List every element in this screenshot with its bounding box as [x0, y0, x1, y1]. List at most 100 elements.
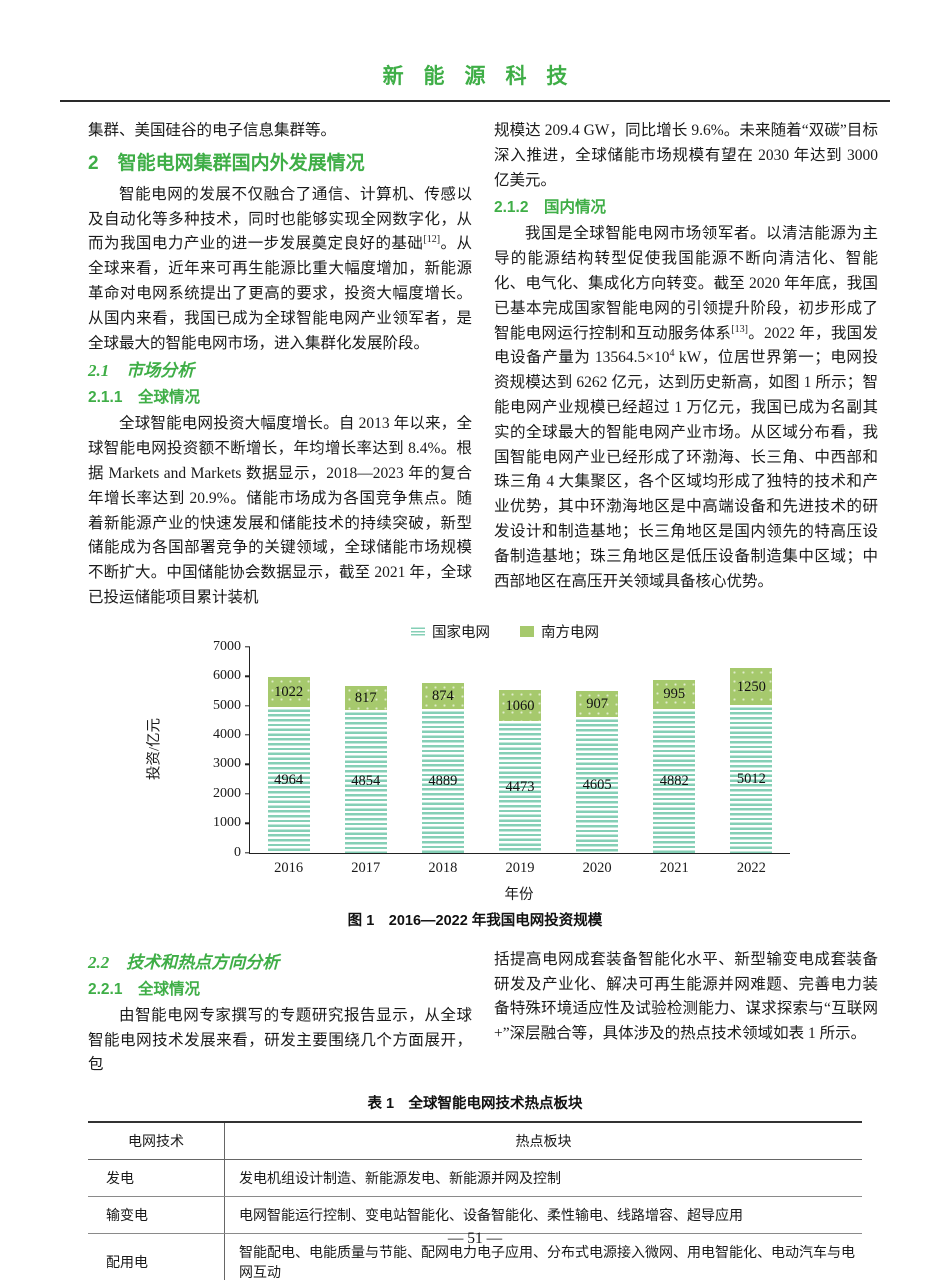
x-tick-label: 2017	[351, 859, 381, 876]
y-tick-mark	[245, 734, 250, 736]
table-cell-category: 配用电	[88, 1233, 225, 1280]
paragraph-lead-in: 集群、美国硅谷的电子信息集群等。	[88, 122, 337, 139]
y-tick-mark	[245, 704, 250, 707]
section-2-heading: 2 智能电网集群国内外发展情况	[88, 152, 365, 174]
table-row: 输变电 电网智能运行控制、变电站智能化、设备智能化、柔性输电、线路增容、超导应用	[88, 1196, 862, 1235]
left-column-top: 集群、美国硅谷的电子信息集群等。 2 智能电网集群国内外发展情况 智能电网的发展…	[88, 119, 472, 611]
y-tick-mark	[245, 763, 250, 766]
section-2-1-2-heading: 2.1.2 国内情况	[494, 199, 606, 217]
bar-value-label: 874	[431, 687, 454, 704]
right-column-top: 规模达 209.4 GW，同比增长 9.6%。未来随着“双碳”目标深入推进，全球…	[494, 119, 878, 611]
table-row: 发电 发电机组设计制造、新能源发电、新能源并网及控制	[88, 1159, 862, 1198]
x-tick-label: 2020	[582, 859, 612, 876]
paragraph-global-market: 全球智能电网投资大幅度增长。自 2013 年以来，全球智能电网投资额不断增长，年…	[88, 415, 472, 606]
bar-2021-国家电网: 4882	[653, 709, 696, 853]
y-tick-mark	[245, 852, 250, 854]
table-cell-category: 输变电	[88, 1196, 225, 1235]
table-1-block: 表 1 全球智能电网技术热点板块 电网技术 热点板块 发电 发电机组设计制造、新能源发…	[88, 1092, 862, 1280]
x-tick-label: 2018	[428, 859, 458, 876]
paragraph-overview: 智能电网的发展不仅融合了通信、计算机、传感以及自动化等多种技术，同时也能够实现全…	[88, 185, 472, 352]
table-1-caption: 表 1 全球智能电网技术热点板块	[367, 1096, 583, 1113]
chart-plot-area: 0 1000 2000 3000 4000 5000 6000 7000 4964 1022 201…	[213, 639, 790, 876]
bar-value-label: 4854	[351, 773, 381, 790]
bar-value-label: 4882	[659, 772, 689, 789]
right-column-bottom: 括提高电网成套装备智能化水平、新型输变电成套装备研发及产业化、解决可再生能源并网…	[494, 948, 878, 1078]
y-tick-label: 3000	[213, 756, 241, 772]
paragraph-tech-report-cont: 括提高电网成套装备智能化水平、新型输变电成套装备研发及产业化、解决可再生能源并网…	[494, 950, 878, 1043]
section-2-1-heading: 2.1 市场分析	[88, 361, 195, 381]
y-axis-label: 投资/亿元	[146, 717, 163, 780]
body-columns-top: 集群、美国硅谷的电子信息集群等。 2 智能电网集群国内外发展情况 智能电网的发展…	[0, 119, 950, 611]
bar-value-label: 1022	[274, 683, 304, 700]
table-header-cell: 电网技术	[88, 1122, 225, 1161]
hot-topics-table: 电网技术 热点板块 发电 发电机组设计制造、新能源发电、新能源并网及控制 输变电 电网智能…	[88, 1121, 862, 1280]
table-cell-topics: 智能配电、电能质量与节能、配网电力电子应用、分布式电源接入微网、用电智能化、电动…	[224, 1233, 862, 1280]
bar-value-label: 4964	[274, 771, 304, 788]
bar-value-label: 907	[586, 695, 609, 712]
header-rule	[60, 100, 890, 102]
bar-value-label: 1060	[505, 697, 535, 714]
legend-swatch-solid	[520, 625, 534, 637]
figure-1-caption: 图 1 2016—2022 年我国电网投资规模	[347, 912, 603, 929]
figure-1-block: 国家电网 南方电网 投资/亿元 0 1000 2000 3000 4000 5000 6000 70…	[0, 621, 950, 930]
bar-2019-南方电网: 1060	[499, 689, 541, 722]
paragraph-domestic-market: 我国是全球智能电网市场领军者。以清洁能源为主导的能源结构转型促使我国能源不断向清…	[494, 225, 878, 590]
x-axis-label: 年份	[504, 886, 534, 903]
body-columns-bottom: 2.2 技术和热点方向分析 2.2.1 全球情况 由智能电网专家撰写的专题研究报…	[0, 948, 950, 1078]
superscript: 4	[669, 348, 675, 360]
legend-swatch-striped	[411, 625, 425, 637]
bar-2018-南方电网: 874	[421, 683, 464, 709]
bar-value-label: 4889	[428, 772, 458, 789]
investment-bar-chart: 国家电网 南方电网 投资/亿元 0 1000 2000 3000 4000 5000 6000 70…	[125, 621, 825, 903]
bar-2017-南方电网: 817	[344, 685, 387, 710]
table-header-row: 电网技术 热点板块	[88, 1122, 862, 1161]
y-tick-label: 2000	[213, 785, 241, 801]
y-tick-mark	[245, 675, 250, 677]
table-cell-topics: 发电机组设计制造、新能源发电、新能源并网及控制	[224, 1159, 862, 1198]
table-row: 配用电 智能配电、电能质量与节能、配网电力电子应用、分布式电源接入微网、用电智能化…	[88, 1233, 862, 1280]
bar-2020-南方电网: 907	[576, 690, 619, 718]
paragraph-global-market-cont: 规模达 209.4 GW，同比增长 9.6%。未来随着“双碳”目标深入推进，全球…	[494, 122, 878, 189]
bar-2022-南方电网: 1250	[730, 668, 773, 706]
bar-2022-国家电网: 5012	[730, 705, 773, 853]
legend-label: 南方电网	[541, 624, 599, 641]
bar-2016-国家电网: 4964	[267, 706, 310, 853]
y-tick-label: 5000	[213, 697, 241, 713]
section-2-2-heading: 2.2 技术和热点方向分析	[88, 952, 280, 972]
table-cell-category: 发电	[88, 1159, 225, 1198]
bar-2018-国家电网: 4889	[421, 708, 464, 853]
x-tick-label: 2016	[274, 859, 304, 876]
bar-value-label: 5012	[736, 770, 766, 787]
x-tick-label: 2019	[505, 859, 535, 876]
legend-item: 国家电网	[411, 621, 490, 642]
superscript: [12]	[423, 234, 441, 246]
bar-value-label: 4605	[582, 776, 612, 793]
y-tick-mark	[245, 793, 250, 795]
section-2-1-1-heading: 2.1.1 全球情况	[88, 389, 200, 407]
bar-value-label: 4473	[505, 778, 535, 795]
y-tick-mark	[245, 822, 250, 825]
legend-label: 国家电网	[432, 624, 490, 641]
chart-legend: 国家电网 南方电网	[235, 621, 775, 642]
y-tick-label: 4000	[213, 727, 241, 743]
x-tick-label: 2022	[736, 859, 766, 876]
page-number: — 51 —	[447, 1230, 503, 1247]
bar-value-label: 817	[354, 689, 377, 706]
bar-value-label: 995	[663, 686, 686, 703]
table-cell-topics: 电网智能运行控制、变电站智能化、设备智能化、柔性输电、线路增容、超导应用	[224, 1196, 862, 1235]
left-column-bottom: 2.2 技术和热点方向分析 2.2.1 全球情况 由智能电网专家撰写的专题研究报…	[88, 948, 472, 1078]
legend-item: 南方电网	[520, 621, 599, 642]
paragraph-tech-report: 由智能电网专家撰写的专题研究报告显示，从全球智能电网技术发展来看，研发主要围绕几…	[88, 1006, 472, 1074]
journal-header: 新能源科技	[0, 0, 950, 102]
bar-2016-南方电网: 1022	[267, 676, 310, 707]
superscript: [13]	[731, 323, 748, 335]
bar-2020-国家电网: 4605	[576, 717, 619, 853]
y-tick-mark	[245, 646, 250, 648]
y-tick-label: 6000	[213, 668, 241, 684]
bar-2017-国家电网: 4854	[344, 709, 387, 853]
table-header-cell: 热点板块	[224, 1122, 862, 1161]
x-tick-label: 2021	[659, 859, 689, 876]
bar-2019-国家电网: 4473	[499, 721, 541, 853]
bar-2021-南方电网: 995	[653, 679, 696, 710]
